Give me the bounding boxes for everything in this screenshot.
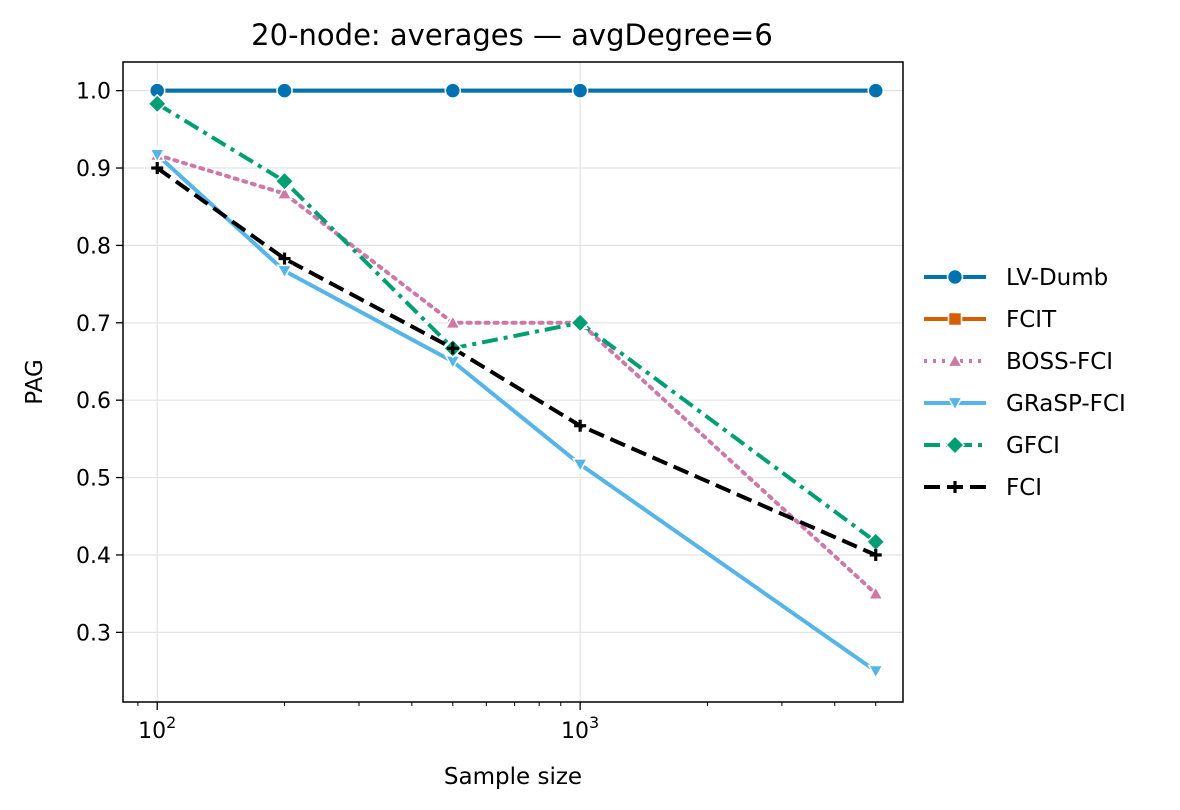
data-point-boss-fci [867, 585, 885, 601]
legend: LV-Dumb FCIT BOSS-FCI GRaSP-FCI GFCI FCI [924, 265, 1126, 501]
legend-item-lv-dumb: LV-Dumb [924, 265, 1108, 291]
data-point-gfci [147, 93, 168, 114]
legend-marker [946, 268, 964, 286]
y-tick-label: 0.6 [76, 389, 111, 414]
y-tick-label: 1.0 [76, 80, 111, 105]
y-tick-label: 0.3 [76, 621, 111, 646]
legend-marker [944, 434, 966, 456]
legend-label: FCI [1006, 475, 1042, 501]
legend-marker [946, 396, 964, 412]
y-axis-ticks: 0.3 0.4 0.5 0.6 0.7 0.8 0.9 1.0 [76, 80, 123, 646]
y-tick-label: 0.8 [76, 234, 111, 259]
series-lines [155, 88, 878, 673]
data-point-fci [574, 419, 587, 432]
data-point-grasp-fci [148, 148, 166, 164]
x-axis-label: Sample size [444, 764, 582, 790]
data-point-lv-dumb [444, 82, 462, 99]
data-point-lv-dumb [867, 82, 884, 99]
data-point-grasp-fci [571, 458, 589, 473]
y-tick-label: 0.4 [76, 544, 111, 569]
legend-label: BOSS-FCI [1006, 349, 1113, 375]
y-tick-label: 0.7 [76, 312, 111, 337]
legend-item-fcit: FCIT [924, 307, 1057, 333]
legend-marker [949, 481, 961, 493]
legend-label: FCIT [1006, 307, 1057, 333]
data-point-grasp-fci [867, 664, 885, 680]
x-axis-ticks: 102 103 [138, 702, 599, 744]
legend-label: GFCI [1006, 433, 1060, 459]
chart-title: 20-node: averages — avgDegree=6 [251, 18, 773, 52]
x-tick-label: 102 [138, 713, 176, 744]
legend-marker [946, 352, 964, 368]
data-point-fci [446, 342, 459, 355]
plot-frame [122, 61, 904, 703]
legend-item-boss-fci: BOSS-FCI [924, 349, 1113, 375]
data-point-fci [869, 548, 882, 561]
series-line-grasp-fci [155, 153, 877, 673]
y-tick-label: 0.5 [76, 467, 111, 492]
legend-marker [947, 311, 963, 327]
series-line-boss-fci [155, 152, 878, 596]
legend-item-fci: FCI [924, 475, 1042, 501]
data-point-fci [278, 252, 291, 265]
data-point-lv-dumb [571, 82, 589, 99]
data-point-boss-fci [444, 314, 462, 330]
data-point-lv-dumb [276, 82, 293, 99]
y-axis-label: PAG [22, 359, 48, 405]
legend-label: LV-Dumb [1006, 265, 1108, 291]
data-point-gfci [274, 171, 295, 192]
data-point-boss-fci [276, 185, 293, 200]
legend-item-gfci: GFCI [924, 433, 1060, 459]
data-point-gfci [570, 312, 591, 333]
data-point-grasp-fci [276, 264, 293, 280]
y-tick-label: 0.9 [76, 157, 111, 182]
legend-label: GRaSP-FCI [1006, 391, 1126, 417]
series-markers [147, 82, 886, 680]
data-point-fci [151, 162, 164, 175]
x-tick-label: 103 [561, 713, 599, 744]
legend-item-grasp-fci: GRaSP-FCI [924, 391, 1126, 417]
